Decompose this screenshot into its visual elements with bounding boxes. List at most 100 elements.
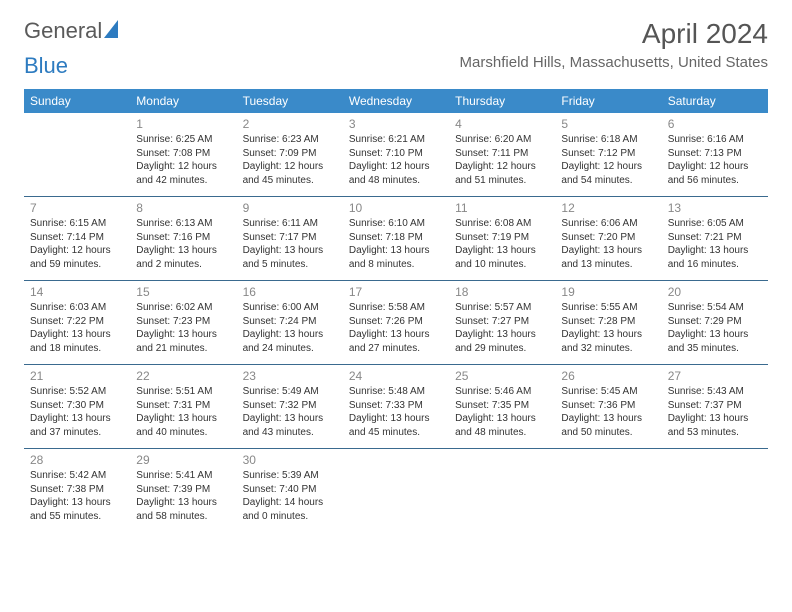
calendar-cell: 16Sunrise: 6:00 AMSunset: 7:24 PMDayligh… [237, 281, 343, 365]
day-ss: Sunset: 7:33 PM [349, 399, 443, 413]
calendar-cell [449, 449, 555, 533]
calendar-cell: 3Sunrise: 6:21 AMSunset: 7:10 PMDaylight… [343, 113, 449, 197]
calendar-cell: 5Sunrise: 6:18 AMSunset: 7:12 PMDaylight… [555, 113, 661, 197]
day-d1: Daylight: 13 hours [30, 412, 124, 426]
day-d1: Daylight: 13 hours [136, 412, 230, 426]
day-d2: and 18 minutes. [30, 342, 124, 356]
day-sr: Sunrise: 6:10 AM [349, 217, 443, 231]
day-ss: Sunset: 7:12 PM [561, 147, 655, 161]
calendar-cell: 26Sunrise: 5:45 AMSunset: 7:36 PMDayligh… [555, 365, 661, 449]
day-number: 5 [561, 116, 655, 132]
day-d1: Daylight: 12 hours [30, 244, 124, 258]
page-title: April 2024 [460, 18, 768, 50]
calendar-header-row: Sunday Monday Tuesday Wednesday Thursday… [24, 89, 768, 113]
day-d1: Daylight: 13 hours [561, 244, 655, 258]
day-d2: and 16 minutes. [668, 258, 762, 272]
day-number: 26 [561, 368, 655, 384]
day-d2: and 13 minutes. [561, 258, 655, 272]
logo-sail-icon [104, 20, 118, 38]
calendar-cell: 6Sunrise: 6:16 AMSunset: 7:13 PMDaylight… [662, 113, 768, 197]
day-ss: Sunset: 7:09 PM [243, 147, 337, 161]
day-sr: Sunrise: 6:23 AM [243, 133, 337, 147]
day-number: 9 [243, 200, 337, 216]
day-d1: Daylight: 12 hours [349, 160, 443, 174]
calendar-cell: 19Sunrise: 5:55 AMSunset: 7:28 PMDayligh… [555, 281, 661, 365]
day-number: 7 [30, 200, 124, 216]
day-ss: Sunset: 7:28 PM [561, 315, 655, 329]
col-tuesday: Tuesday [237, 89, 343, 113]
day-ss: Sunset: 7:37 PM [668, 399, 762, 413]
calendar-cell: 23Sunrise: 5:49 AMSunset: 7:32 PMDayligh… [237, 365, 343, 449]
calendar-cell: 9Sunrise: 6:11 AMSunset: 7:17 PMDaylight… [237, 197, 343, 281]
day-ss: Sunset: 7:24 PM [243, 315, 337, 329]
day-ss: Sunset: 7:20 PM [561, 231, 655, 245]
day-d1: Daylight: 13 hours [561, 328, 655, 342]
calendar-cell: 30Sunrise: 5:39 AMSunset: 7:40 PMDayligh… [237, 449, 343, 533]
day-number: 20 [668, 284, 762, 300]
day-d1: Daylight: 13 hours [455, 328, 549, 342]
day-sr: Sunrise: 5:48 AM [349, 385, 443, 399]
calendar-cell: 13Sunrise: 6:05 AMSunset: 7:21 PMDayligh… [662, 197, 768, 281]
day-number: 12 [561, 200, 655, 216]
day-sr: Sunrise: 6:02 AM [136, 301, 230, 315]
day-d1: Daylight: 13 hours [243, 412, 337, 426]
day-d2: and 54 minutes. [561, 174, 655, 188]
calendar-cell: 1Sunrise: 6:25 AMSunset: 7:08 PMDaylight… [130, 113, 236, 197]
calendar-cell: 11Sunrise: 6:08 AMSunset: 7:19 PMDayligh… [449, 197, 555, 281]
day-sr: Sunrise: 6:11 AM [243, 217, 337, 231]
day-sr: Sunrise: 5:46 AM [455, 385, 549, 399]
day-sr: Sunrise: 6:21 AM [349, 133, 443, 147]
day-number: 15 [136, 284, 230, 300]
col-thursday: Thursday [449, 89, 555, 113]
day-ss: Sunset: 7:19 PM [455, 231, 549, 245]
day-number: 18 [455, 284, 549, 300]
day-d1: Daylight: 14 hours [243, 496, 337, 510]
calendar-cell: 21Sunrise: 5:52 AMSunset: 7:30 PMDayligh… [24, 365, 130, 449]
calendar-cell: 14Sunrise: 6:03 AMSunset: 7:22 PMDayligh… [24, 281, 130, 365]
logo: General [24, 18, 118, 44]
day-ss: Sunset: 7:35 PM [455, 399, 549, 413]
day-d1: Daylight: 13 hours [455, 244, 549, 258]
logo-part1: General [24, 18, 102, 44]
day-sr: Sunrise: 5:51 AM [136, 385, 230, 399]
day-d2: and 51 minutes. [455, 174, 549, 188]
day-d1: Daylight: 12 hours [561, 160, 655, 174]
day-ss: Sunset: 7:11 PM [455, 147, 549, 161]
calendar-cell: 2Sunrise: 6:23 AMSunset: 7:09 PMDaylight… [237, 113, 343, 197]
day-sr: Sunrise: 6:16 AM [668, 133, 762, 147]
day-sr: Sunrise: 6:20 AM [455, 133, 549, 147]
calendar-cell [555, 449, 661, 533]
day-ss: Sunset: 7:08 PM [136, 147, 230, 161]
col-wednesday: Wednesday [343, 89, 449, 113]
day-d1: Daylight: 13 hours [243, 244, 337, 258]
day-ss: Sunset: 7:23 PM [136, 315, 230, 329]
day-number: 10 [349, 200, 443, 216]
day-d2: and 21 minutes. [136, 342, 230, 356]
day-d2: and 48 minutes. [349, 174, 443, 188]
day-sr: Sunrise: 5:49 AM [243, 385, 337, 399]
day-d2: and 58 minutes. [136, 510, 230, 524]
day-number: 22 [136, 368, 230, 384]
calendar-cell: 27Sunrise: 5:43 AMSunset: 7:37 PMDayligh… [662, 365, 768, 449]
day-sr: Sunrise: 6:15 AM [30, 217, 124, 231]
calendar-cell: 8Sunrise: 6:13 AMSunset: 7:16 PMDaylight… [130, 197, 236, 281]
day-ss: Sunset: 7:10 PM [349, 147, 443, 161]
day-sr: Sunrise: 5:54 AM [668, 301, 762, 315]
day-d2: and 24 minutes. [243, 342, 337, 356]
col-friday: Friday [555, 89, 661, 113]
day-d2: and 48 minutes. [455, 426, 549, 440]
day-d2: and 32 minutes. [561, 342, 655, 356]
day-d1: Daylight: 12 hours [243, 160, 337, 174]
day-d2: and 45 minutes. [349, 426, 443, 440]
location-text: Marshfield Hills, Massachusetts, United … [460, 54, 768, 71]
calendar-row: 21Sunrise: 5:52 AMSunset: 7:30 PMDayligh… [24, 365, 768, 449]
day-ss: Sunset: 7:26 PM [349, 315, 443, 329]
day-sr: Sunrise: 6:25 AM [136, 133, 230, 147]
day-d2: and 42 minutes. [136, 174, 230, 188]
day-number: 30 [243, 452, 337, 468]
day-d1: Daylight: 13 hours [136, 328, 230, 342]
day-ss: Sunset: 7:18 PM [349, 231, 443, 245]
day-number: 4 [455, 116, 549, 132]
calendar-cell: 18Sunrise: 5:57 AMSunset: 7:27 PMDayligh… [449, 281, 555, 365]
day-d1: Daylight: 13 hours [455, 412, 549, 426]
